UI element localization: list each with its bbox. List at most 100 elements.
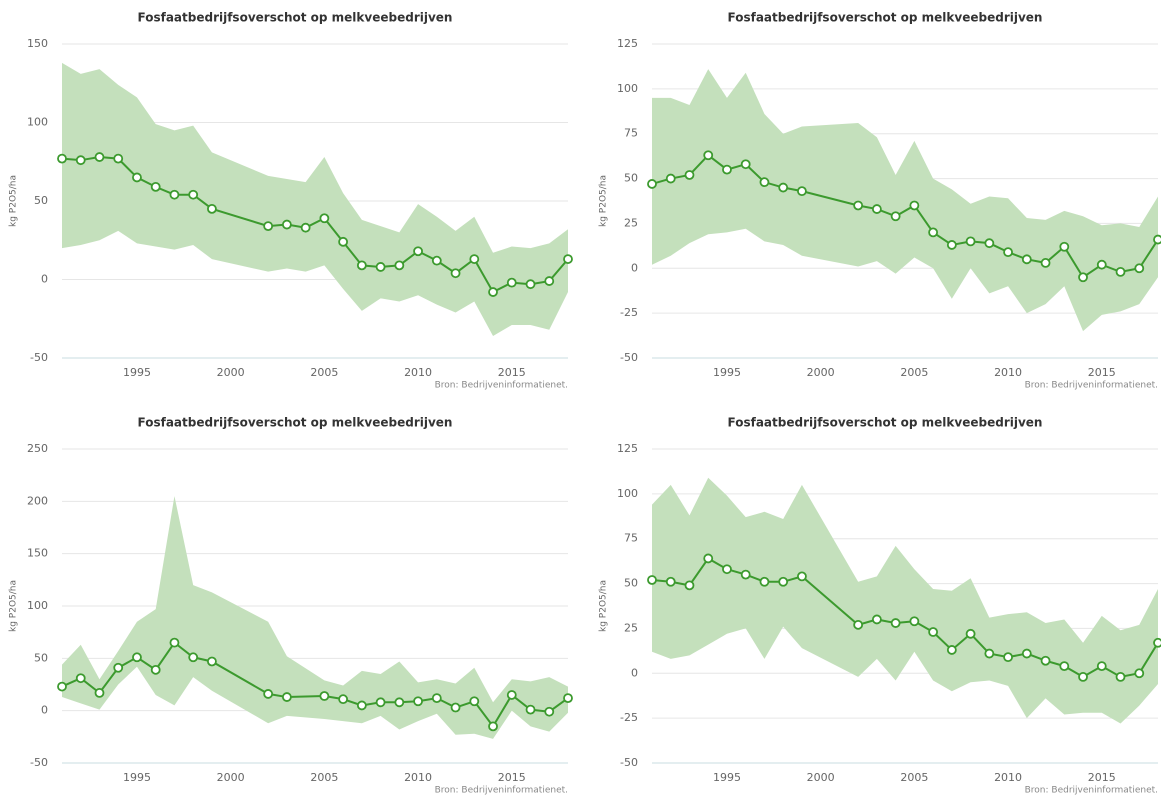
y-axis-label: kg P2O5/ha [599,580,609,632]
point [1115,671,1126,682]
point [853,200,864,211]
point [338,694,349,705]
point [984,648,995,659]
x-tick-label: 2010 [994,771,1022,784]
point [469,254,480,264]
point [1096,661,1107,672]
point [1153,637,1161,648]
point [525,279,536,290]
y-tick-label: -50 [620,756,638,769]
y-tick-label: 0 [41,704,48,717]
point [928,627,939,637]
source: Bron: Bedrijveninformatienet. [435,381,568,391]
point [740,159,751,170]
point [469,696,480,707]
y-tick-label: 100 [617,82,638,95]
y-axis-label: kg P2O5/ha [599,175,609,227]
source: Bron: Bedrijveninformatienet. [1025,381,1158,391]
point [94,152,105,162]
y-tick-label: 0 [631,666,638,679]
point [300,222,311,233]
source: Bron: Bedrijveninformatienet. [435,786,568,796]
point [450,702,461,713]
point [1003,247,1013,258]
y-tick-label: -50 [30,756,48,769]
range-band [62,62,568,337]
point [319,691,330,701]
point [431,255,442,266]
point [375,697,386,708]
point [394,260,405,271]
chart: -50 0 50 100 150 1995 2000 2005 2010 2015 Fosfaatb… [9,11,573,391]
x-tick-label: 2015 [498,771,526,784]
point [759,177,770,188]
point [684,170,695,180]
point [1003,652,1013,663]
point [1078,671,1088,682]
y-tick-label: 150 [27,547,48,560]
y-axis-label: kg P2O5/ha [9,175,19,227]
point [778,576,789,587]
point [946,240,957,250]
y-tick-label: 50 [624,172,638,185]
point [740,569,751,580]
y-tick-label: 125 [617,442,638,455]
point [647,179,657,189]
y-tick-label: 200 [27,494,48,507]
point [703,150,714,161]
x-tick-label: 1995 [713,366,741,379]
range-band [652,69,1158,332]
point [1096,259,1107,270]
chart: -50 -25 0 25 50 75 100 125 1995 2000 2005 2010 2015 F… [599,416,1161,796]
point [1040,655,1051,666]
point [1021,648,1032,659]
y-tick-label: -50 [30,351,48,364]
point [263,221,274,232]
point [375,262,386,272]
y-tick-label: 250 [27,442,48,455]
point [1134,668,1145,679]
y-tick-label: 100 [27,599,48,612]
point [871,204,882,214]
range-band [652,477,1158,724]
point [506,690,517,700]
point [488,287,498,297]
point [544,706,555,717]
y-tick-label: -25 [620,711,638,724]
point [281,692,292,702]
point [1040,258,1051,268]
y-tick-label: 100 [617,487,638,500]
y-tick-label: 75 [624,127,638,140]
x-tick-label: 2005 [310,366,338,379]
point [544,276,555,286]
x-tick-label: 2005 [900,366,928,379]
y-tick-label: 150 [27,37,48,50]
point [797,571,807,582]
point [1021,254,1032,265]
point [94,687,105,698]
chart: -50 -25 0 25 50 75 100 125 1995 2000 2005 2010 2015 F… [599,11,1161,391]
point [113,662,124,673]
y-tick-label: 25 [624,216,638,229]
x-tick-label: 2005 [900,771,928,784]
point [722,564,732,575]
x-tick-label: 2010 [994,366,1022,379]
x-tick-label: 1995 [123,771,151,784]
point [338,236,349,247]
point [647,575,657,585]
y-tick-label: 50 [34,651,48,664]
x-tick-label: 2005 [310,771,338,784]
y-tick-label: 0 [631,261,638,274]
point [413,696,423,707]
point [57,153,67,164]
point [506,277,517,288]
point [563,693,573,704]
point [909,200,920,211]
point [188,189,199,200]
point [984,238,995,249]
x-tick-label: 2010 [404,366,432,379]
point [57,681,67,692]
y-tick-label: 50 [34,194,48,207]
point [909,616,920,627]
